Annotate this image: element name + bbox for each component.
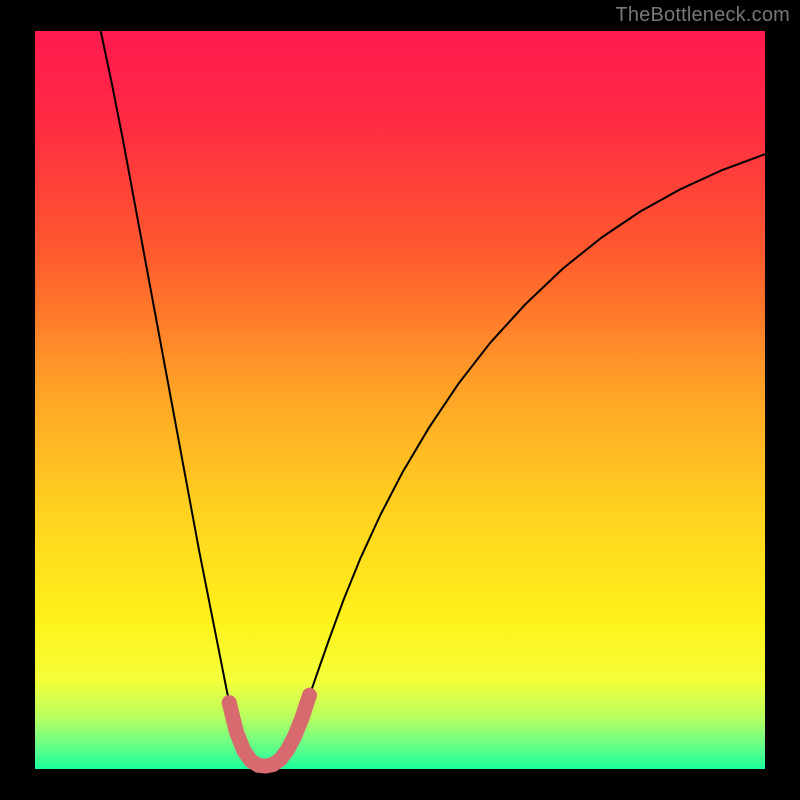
- watermark-text: TheBottleneck.com: [615, 4, 790, 27]
- chart-stage: TheBottleneck.com: [0, 0, 800, 800]
- bottleneck-chart: [0, 0, 800, 800]
- plot-background: [35, 31, 765, 769]
